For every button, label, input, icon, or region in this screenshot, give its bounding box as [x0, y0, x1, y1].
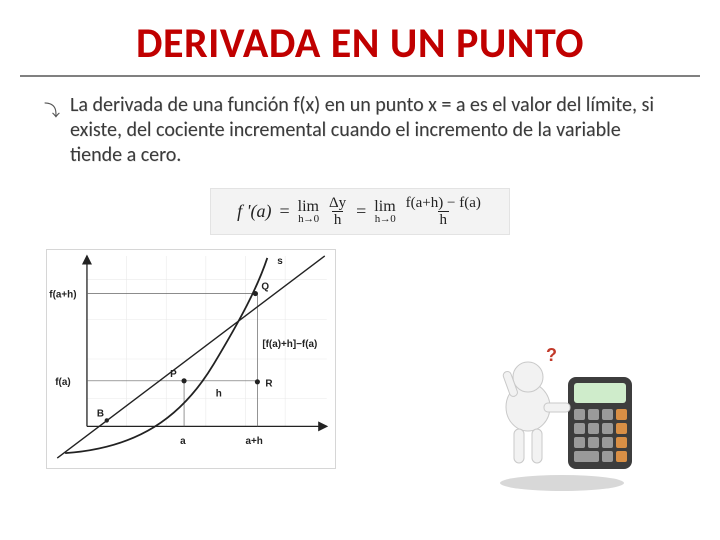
body-paragraph: La derivada de una función f(x) en un pu… — [70, 93, 676, 168]
label-fa: f(a) — [55, 377, 70, 388]
label-point-q: Q — [261, 282, 269, 293]
label-a: a — [180, 437, 186, 448]
calculator-icon — [568, 377, 632, 469]
formula-eq-2: = — [356, 201, 366, 222]
frac2-num: f(a+h) − f(a) — [404, 195, 483, 211]
content-area: ⤵ La derivada de una función f(x) en un … — [0, 77, 720, 509]
graph-svg: s f(a+h) f(a) [f(a)+h]−f(a) h a a+h P Q … — [47, 250, 335, 468]
label-point-p: P — [170, 369, 177, 380]
lim-sub-1: h→0 — [298, 214, 319, 224]
point-b — [105, 419, 109, 423]
formula-container: f '(a) = lim h→0 Δy h = lim h→0 f(a+h) −… — [210, 188, 510, 235]
label-point-r: R — [265, 379, 272, 390]
point-r — [255, 380, 260, 385]
formula-box: f '(a) = lim h→0 Δy h = lim h→0 f(a+h) −… — [210, 188, 510, 235]
lim-text-2: lim — [374, 199, 395, 214]
formula-eq-1: = — [279, 201, 289, 222]
label-s: s — [277, 256, 283, 267]
formula-lhs: f '(a) — [237, 201, 271, 222]
svg-text:?: ? — [546, 345, 557, 365]
bullet-row: ⤵ La derivada de una función f(x) en un … — [44, 93, 676, 168]
frac1-num: Δy — [327, 195, 348, 211]
graph-secant — [57, 256, 325, 458]
label-a-plus-h: a+h — [246, 437, 263, 448]
label-diff: [f(a)+h]−f(a) — [262, 339, 317, 350]
label-fa-plus-h: f(a+h) — [49, 290, 76, 301]
formula-lim-1: lim h→0 — [298, 199, 319, 225]
formula-frac-2: f(a+h) − f(a) h — [404, 195, 483, 228]
lim-text-1: lim — [298, 199, 319, 214]
label-h: h — [216, 389, 222, 400]
calculator-svg: ? — [482, 343, 642, 493]
calculator-figure: ? — [482, 343, 642, 493]
frac1-den: h — [332, 211, 344, 228]
lower-figures: s f(a+h) f(a) [f(a)+h]−f(a) h a a+h P Q … — [44, 249, 676, 509]
point-p — [181, 379, 186, 384]
formula-lim-2: lim h→0 — [374, 199, 395, 225]
formula-frac-1: Δy h — [327, 195, 348, 228]
lim-sub-2: h→0 — [375, 214, 396, 224]
derivative-graph: s f(a+h) f(a) [f(a)+h]−f(a) h a a+h P Q … — [46, 249, 336, 469]
label-point-b: B — [97, 409, 104, 420]
bullet-icon: ⤵ — [44, 97, 60, 121]
frac2-den: h — [438, 211, 450, 228]
page-title: DERIVADA EN UN PUNTO — [0, 0, 720, 75]
point-q — [253, 291, 258, 296]
